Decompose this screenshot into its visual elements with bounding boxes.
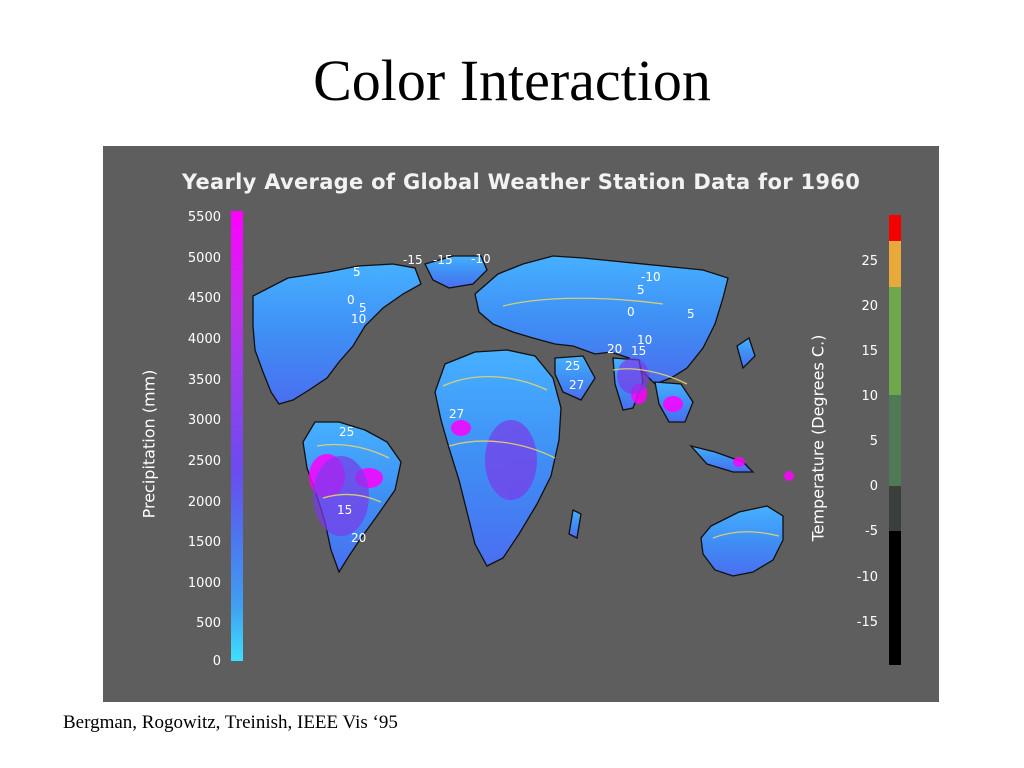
isotherm-label: 27 — [449, 407, 464, 421]
isotherm-label: 5 — [637, 283, 645, 297]
continent-north-america — [252, 263, 422, 405]
isotherm-label: 0 — [627, 305, 635, 319]
temp-tick: -10 — [856, 570, 878, 585]
temp-tick: 25 — [861, 254, 878, 269]
precip-tick: 3500 — [187, 373, 221, 388]
figure-title: Yearly Average of Global Weather Station… — [181, 170, 861, 194]
isotherm-label: -10 — [471, 252, 491, 266]
isotherm-label: 27 — [569, 378, 584, 392]
precip-tick: 4000 — [187, 332, 221, 347]
temp-tick: -5 — [865, 524, 878, 539]
precipitation-axis-label: Precipitation (mm) — [139, 369, 159, 519]
isotherm-label: 15 — [631, 344, 646, 358]
isotherm-label: 10 — [351, 312, 366, 326]
temp-tick: 10 — [861, 389, 878, 404]
isotherm-labels: -15 -15 -10 5 0 5 10 -10 5 0 5 10 20 15 … — [337, 252, 695, 545]
citation: Bergman, Rogowitz, Treinish, IEEE Vis ‘9… — [63, 712, 398, 733]
isotherm-label: 20 — [607, 342, 622, 356]
isotherm-label: 25 — [339, 425, 354, 439]
isotherm-label: 20 — [351, 531, 366, 545]
temp-tick: 0 — [869, 479, 878, 494]
isotherm-label: 5 — [687, 307, 695, 321]
continent-arabia — [554, 355, 596, 401]
isotherm-contours — [316, 297, 780, 539]
continent-eurasia — [474, 255, 729, 385]
precip-tick: 500 — [196, 616, 221, 631]
islands-japan — [736, 336, 756, 370]
isotherm-label: -15 — [403, 253, 423, 267]
temp-tick: -15 — [856, 615, 878, 630]
temperature-axis-label: Temperature (Degrees C.) — [808, 334, 828, 542]
weather-map-figure: Yearly Average of Global Weather Station… — [103, 146, 939, 702]
precip-tick: 4500 — [187, 291, 221, 306]
precip-tick: 1000 — [187, 576, 221, 591]
precip-tick: 0 — [212, 654, 221, 669]
isotherm-label: 25 — [565, 359, 580, 373]
temp-band-above-30 — [889, 215, 901, 241]
temp-band-25-30 — [889, 241, 901, 287]
precipitation-colorbar — [231, 211, 243, 661]
temp-band-0-5 — [889, 486, 901, 531]
temp-tick: 15 — [861, 344, 878, 359]
precip-tick: 5500 — [187, 210, 221, 225]
temp-band-15-25 — [889, 287, 901, 395]
precip-tick: 1500 — [187, 535, 221, 550]
temp-band-below-0 — [889, 531, 901, 665]
isotherm-label: -10 — [641, 270, 661, 284]
slide-title: Color Interaction — [313, 48, 711, 113]
isotherm-label: -15 — [433, 253, 453, 267]
precip-tick: 3000 — [187, 413, 221, 428]
isotherm-label: 5 — [359, 301, 367, 315]
world-map: -15 -15 -10 5 0 5 10 -10 5 0 5 10 20 15 … — [252, 252, 794, 577]
temperature-colorbar — [889, 215, 901, 665]
continent-madagascar — [568, 509, 582, 539]
precip-tick: 2500 — [187, 454, 221, 469]
isotherm-label: 15 — [337, 503, 352, 517]
temp-tick: 5 — [869, 434, 878, 449]
isotherm-label: 10 — [637, 333, 652, 347]
isotherm-label: 0 — [347, 293, 355, 307]
moderate-precip-zones — [313, 358, 649, 536]
temp-tick: 20 — [861, 299, 878, 314]
isotherm-label: 5 — [353, 265, 361, 279]
continent-australia — [700, 505, 784, 577]
temp-band-5-15 — [889, 395, 901, 486]
precip-tick: 2000 — [187, 495, 221, 510]
continent-greenland — [424, 255, 488, 289]
precip-tick: 5000 — [187, 251, 221, 266]
